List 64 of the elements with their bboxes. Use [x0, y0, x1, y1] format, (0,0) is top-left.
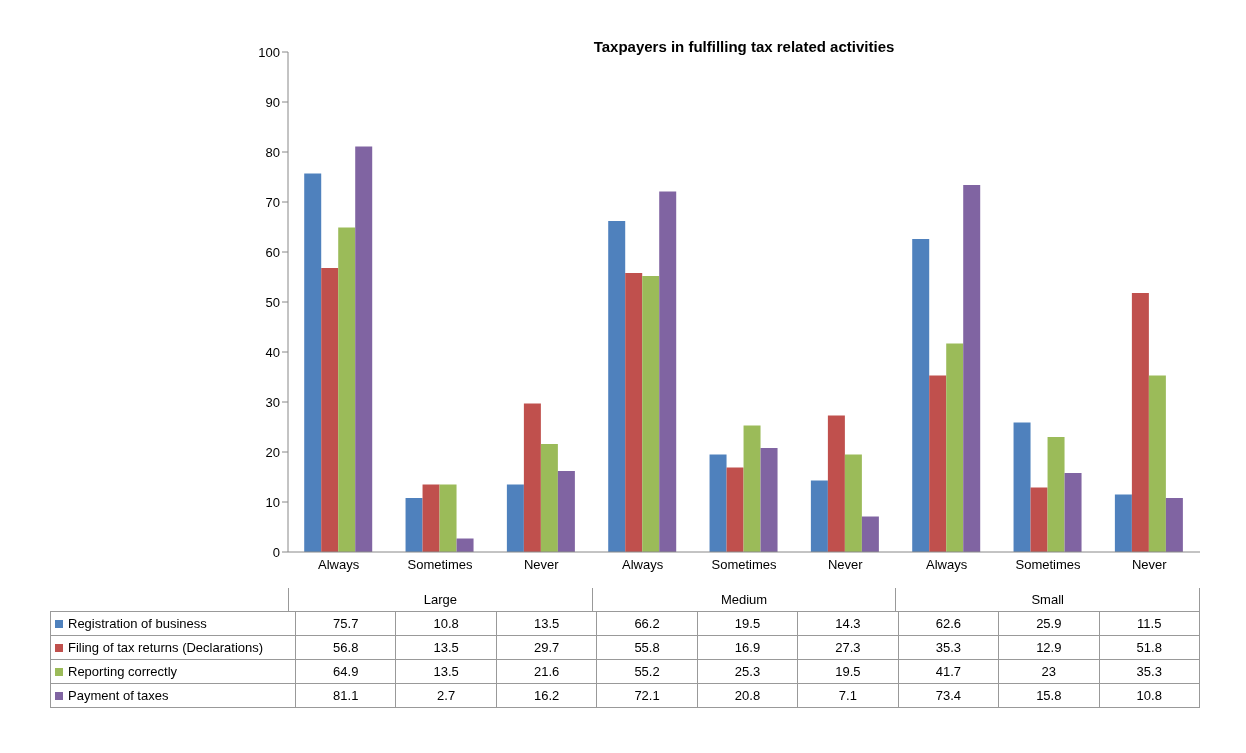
y-tick-label: 0 [272, 544, 280, 560]
y-tick-label: 90 [265, 94, 280, 110]
data-label: 41.7 [898, 659, 999, 684]
text: Medium [591, 588, 896, 611]
x-tick-label: Never [523, 557, 560, 573]
x-tick-label: Sometimes [407, 557, 473, 573]
x-tick-label: Sometimes [1015, 557, 1081, 573]
legend-label: Filing of tax returns (Declarations) [50, 635, 296, 660]
data-label: 19.5 [697, 611, 798, 636]
data-label: 21.6 [496, 659, 597, 684]
x-tick-label: Always [926, 557, 968, 573]
y-tick-label: 50 [265, 294, 280, 310]
data-label: 64.9 [295, 659, 396, 684]
y-tick-label: 10 [265, 494, 280, 510]
data-label: 29.7 [496, 635, 597, 660]
data-label: 55.2 [596, 659, 698, 684]
legend-label: Registration of business [50, 611, 296, 636]
x-tick-label: Never [827, 557, 864, 573]
y-tick-label: 60 [265, 244, 280, 260]
data-label: 16.9 [697, 635, 798, 660]
data-label: 51.8 [1099, 635, 1200, 660]
y-tick-label: 40 [265, 344, 280, 360]
text: Large [288, 588, 592, 611]
chart-title: Taxpayers in fulfilling tax related activities [592, 38, 896, 55]
data-label: 11.5 [1099, 611, 1200, 636]
data-label: 20.8 [697, 683, 798, 708]
y-tick-label: 100 [258, 44, 280, 60]
data-label: 81.1 [295, 683, 396, 708]
y-tick-label: 20 [265, 444, 280, 460]
data-label: 27.3 [797, 635, 899, 660]
data-label: 66.2 [596, 611, 698, 636]
data-label: 14.3 [797, 611, 899, 636]
data-label: 13.5 [395, 635, 497, 660]
data-label: 2.7 [395, 683, 497, 708]
y-tick-label: 80 [265, 144, 280, 160]
y-tick-label: 30 [265, 394, 280, 410]
data-label: 35.3 [1099, 659, 1200, 684]
data-label: 10.8 [395, 611, 497, 636]
data-label: 35.3 [898, 635, 999, 660]
x-tick-label: Always [318, 557, 360, 573]
data-label: 10.8 [1099, 683, 1200, 708]
data-label: 23 [998, 659, 1099, 684]
data-label: 72.1 [596, 683, 698, 708]
data-label: 73.4 [898, 683, 999, 708]
data-label: 13.5 [496, 611, 597, 636]
data-label: 15.8 [998, 683, 1099, 708]
data-label: 16.2 [496, 683, 597, 708]
data-label: 55.8 [596, 635, 698, 660]
data-label: 13.5 [395, 659, 497, 684]
text: Small [895, 588, 1201, 611]
y-tick-label: 70 [265, 194, 280, 210]
x-tick-label: Sometimes [711, 557, 777, 573]
legend-label: Payment of taxes [50, 683, 296, 708]
data-label: 56.8 [295, 635, 396, 660]
data-label: 25.9 [998, 611, 1099, 636]
data-label: 75.7 [295, 611, 396, 636]
data-label: 7.1 [797, 683, 899, 708]
data-label: 25.3 [697, 659, 798, 684]
data-label: 19.5 [797, 659, 899, 684]
x-tick-label: Never [1131, 557, 1168, 573]
data-label: 62.6 [898, 611, 999, 636]
legend-label: Reporting correctly [50, 659, 296, 684]
data-label: 12.9 [998, 635, 1099, 660]
x-tick-label: Always [622, 557, 664, 573]
